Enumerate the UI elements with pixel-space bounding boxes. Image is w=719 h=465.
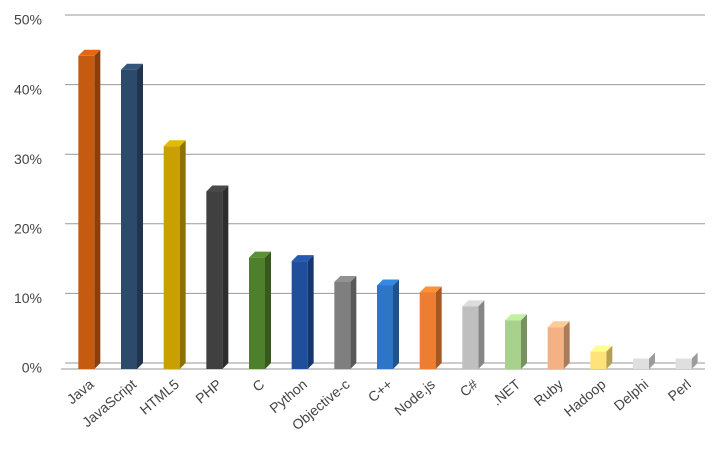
bar-side: [649, 352, 655, 369]
bar-side: [691, 352, 698, 369]
bar: [419, 292, 436, 369]
bar: [163, 146, 180, 369]
bar-side: [137, 63, 143, 369]
y-tick-label: 10%: [14, 290, 42, 306]
y-tick-label: 20%: [14, 221, 42, 237]
bar: [206, 191, 223, 369]
bar: [462, 306, 479, 369]
bar-top: [419, 286, 442, 293]
bar-top: [462, 300, 485, 307]
x-tick-label: Hadoop: [561, 376, 609, 420]
bar-top: [675, 352, 698, 359]
y-tick-label: 30%: [14, 151, 42, 167]
x-tick-label: Perl: [665, 376, 694, 404]
bar: [590, 351, 607, 369]
x-tick-label: C++: [365, 376, 396, 405]
bar: [334, 282, 351, 369]
x-tick-label: C: [249, 376, 267, 395]
x-tick-label: .NET: [489, 376, 524, 409]
bar-top: [206, 185, 229, 192]
bar-side: [521, 314, 527, 369]
bar: [291, 261, 308, 369]
bar-side: [265, 251, 271, 369]
bar: [121, 69, 137, 369]
bar-top: [121, 63, 143, 70]
bar-top: [633, 352, 655, 359]
bar-top: [334, 276, 357, 282]
x-tick-label: Node.js: [391, 376, 438, 419]
bar-top: [249, 251, 271, 258]
y-tick-label: 40%: [14, 81, 42, 97]
bar: [675, 358, 692, 369]
bar-top: [590, 345, 613, 352]
bar-side: [563, 321, 570, 369]
x-tick-label: HTML5: [137, 376, 183, 418]
bar-top: [377, 279, 399, 286]
bar-side: [393, 279, 399, 369]
y-tick-label: 50%: [14, 12, 42, 28]
bar-top: [291, 255, 314, 262]
x-tick-label: Ruby: [531, 376, 566, 409]
bar: [377, 285, 393, 369]
bar-side: [350, 276, 357, 369]
bar-side: [222, 185, 229, 369]
bar-top: [78, 49, 101, 56]
bar: [78, 55, 95, 370]
bar: [505, 320, 521, 369]
bar-side: [435, 286, 442, 369]
bar-top: [163, 140, 186, 147]
y-tick-label: 0%: [22, 360, 42, 376]
bar-top: [547, 321, 570, 328]
x-tick-label: PHP: [192, 376, 224, 407]
x-tick-label: Java: [64, 376, 97, 407]
bar-side: [179, 140, 186, 369]
bar: [547, 327, 564, 369]
bar: [249, 257, 265, 369]
bar-side: [606, 345, 613, 369]
x-tick-label: Delphi: [611, 376, 652, 414]
bar-side: [307, 255, 314, 369]
bar-side: [94, 49, 101, 370]
bar-top: [505, 314, 527, 321]
bar: [633, 358, 649, 369]
bar-side: [478, 300, 485, 369]
x-tick-label: C#: [457, 376, 481, 400]
